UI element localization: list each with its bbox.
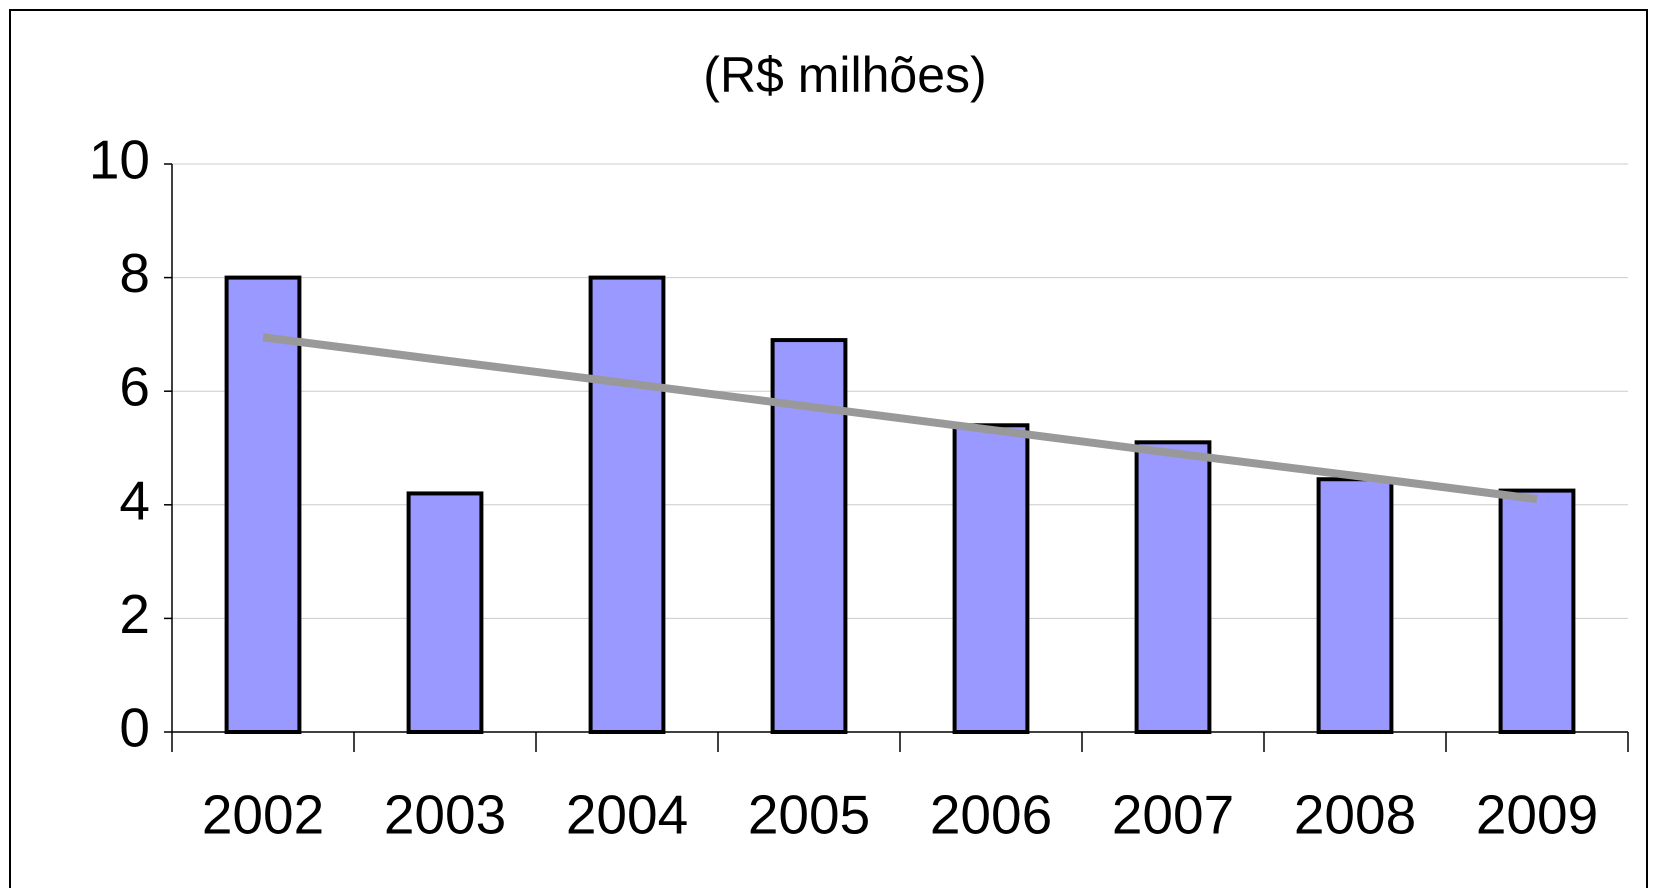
bar [1134, 440, 1212, 734]
y-tick-label: 0 [119, 697, 150, 759]
bar [1498, 488, 1576, 734]
x-tick-label: 2004 [566, 784, 688, 846]
bar [952, 423, 1030, 734]
y-tick-label: 6 [119, 356, 150, 418]
x-tick-label: 2008 [1294, 784, 1416, 846]
y-tick-label: 2 [119, 583, 150, 645]
bar [406, 491, 484, 734]
chart-title: (R$ milhões) [703, 47, 986, 103]
x-tick-label: 2003 [384, 784, 506, 846]
x-tick-label: 2002 [202, 784, 324, 846]
x-tick-label: 2005 [748, 784, 870, 846]
trend-line [262, 333, 1538, 504]
bar [224, 275, 302, 734]
y-tick-label: 10 [89, 129, 150, 191]
x-tick-label: 2007 [1112, 784, 1234, 846]
x-tick-label: 2009 [1476, 784, 1598, 846]
x-tick-label: 2006 [930, 784, 1052, 846]
y-tick-label: 8 [119, 242, 150, 304]
y-tick-label: 4 [119, 469, 150, 531]
bar [588, 275, 666, 734]
bar [770, 338, 848, 734]
bar [1316, 477, 1394, 734]
